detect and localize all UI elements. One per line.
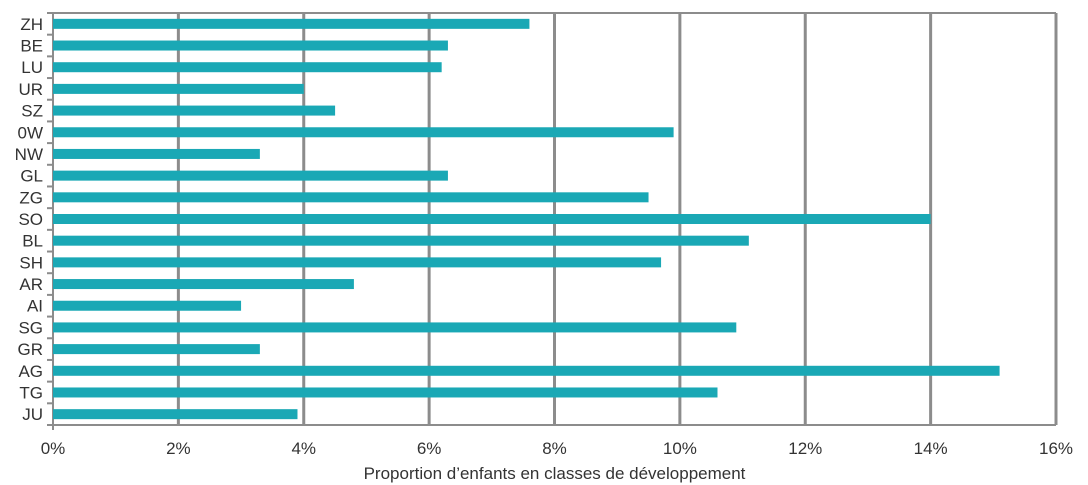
- category-label: JU: [22, 405, 43, 424]
- category-label: AR: [19, 275, 43, 294]
- axes: [47, 12, 1056, 430]
- category-label: AI: [27, 297, 43, 316]
- bar-0W: [53, 127, 674, 138]
- x-tick-label: 6%: [417, 439, 442, 458]
- bar-SG: [53, 322, 737, 333]
- bar-NW: [53, 148, 260, 159]
- bar-UR: [53, 83, 304, 94]
- x-tick-label: 10%: [663, 439, 697, 458]
- category-label: GR: [18, 340, 44, 359]
- x-tick-label: 2%: [166, 439, 191, 458]
- category-labels: ZH BE LU UR SZ 0W NW GL ZG SO BL SH AR AI SG GR AG TG JU: [15, 15, 43, 424]
- category-label: ZH: [20, 15, 43, 34]
- x-tick-label: 0%: [41, 439, 66, 458]
- bar-AG: [53, 365, 1000, 376]
- category-label: SZ: [21, 102, 43, 121]
- category-label: SG: [18, 318, 43, 337]
- category-label: SH: [19, 253, 43, 272]
- bar-AR: [53, 279, 354, 290]
- x-tick-label: 14%: [914, 439, 948, 458]
- bar-GR: [53, 344, 260, 355]
- bar-ZH: [53, 18, 530, 29]
- x-tick-labels: 0% 2% 4% 6% 8% 10% 12% 14% 16%: [41, 439, 1073, 458]
- bar-GL: [53, 170, 448, 181]
- bar-ZG: [53, 192, 649, 203]
- category-label: NW: [15, 145, 43, 164]
- x-tick-label: 8%: [542, 439, 567, 458]
- category-label: BL: [22, 232, 43, 251]
- category-label: SO: [18, 210, 43, 229]
- category-label: 0W: [18, 123, 44, 142]
- x-tick-label: 12%: [788, 439, 822, 458]
- bar-JU: [53, 409, 298, 420]
- bar-LU: [53, 62, 442, 73]
- bar-TG: [53, 387, 718, 398]
- bars: [53, 18, 1000, 420]
- bar-SZ: [53, 105, 336, 116]
- x-axis-title: Proportion d’enfants en classes de dével…: [364, 464, 746, 483]
- x-tick-label: 4%: [291, 439, 316, 458]
- x-tick-label: 16%: [1039, 439, 1073, 458]
- category-label: LU: [21, 58, 43, 77]
- category-label: GL: [20, 167, 43, 186]
- category-label: AG: [18, 362, 43, 381]
- category-label: TG: [19, 383, 43, 402]
- bar-BL: [53, 235, 749, 246]
- category-label: ZG: [19, 188, 43, 207]
- category-label: UR: [18, 80, 43, 99]
- bar-SH: [53, 257, 662, 268]
- bar-AI: [53, 300, 242, 311]
- bar-SO: [53, 214, 931, 224]
- category-label: BE: [20, 37, 43, 56]
- bar-BE: [53, 40, 448, 51]
